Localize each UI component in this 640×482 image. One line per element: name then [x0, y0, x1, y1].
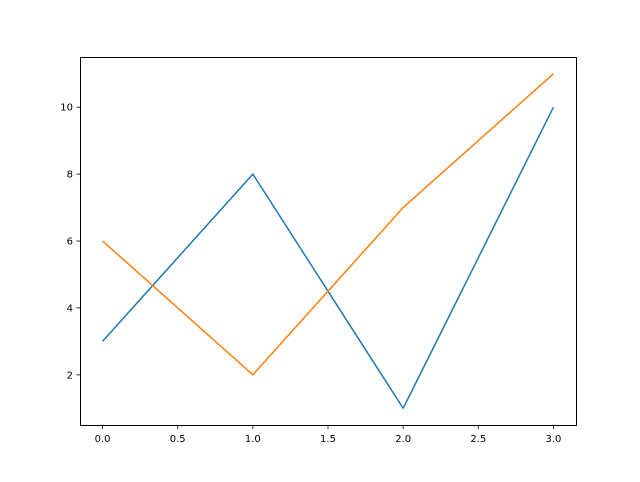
series-line-2 [102, 73, 554, 376]
x-tick-label: 1.5 [320, 434, 336, 445]
x-tick-label: 1.0 [245, 434, 261, 445]
y-tick-label: 8 [67, 170, 73, 181]
series-layer [101, 73, 555, 410]
x-tick-label: 2.5 [470, 434, 486, 445]
axes-frame [80, 57, 577, 426]
y-tick-label: 6 [67, 237, 73, 248]
y-tick-label: 4 [67, 303, 73, 314]
series-line-1 [101, 106, 555, 410]
x-tick-label: 0.0 [95, 434, 111, 445]
x-tick-label: 3.0 [546, 434, 562, 445]
y-tick-label: 10 [60, 103, 73, 114]
y-tick-label: 2 [67, 370, 73, 381]
x-tick-label: 2.0 [395, 434, 411, 445]
x-axis: 0.0 0.5 1.0 1.5 2.0 2.5 3.0 [95, 425, 562, 445]
y-axis: 2 4 6 8 10 [60, 103, 81, 381]
x-tick-label: 0.5 [170, 434, 186, 445]
